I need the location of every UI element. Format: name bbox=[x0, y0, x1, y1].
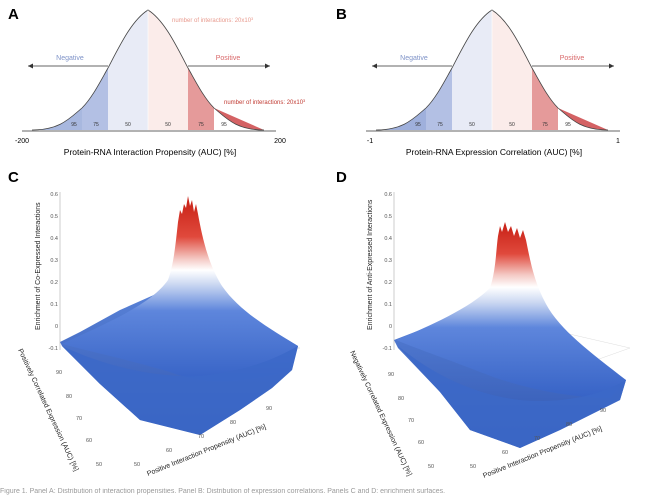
panel-b-letter: B bbox=[336, 6, 347, 23]
panel-d-z-tick: 0.2 bbox=[384, 280, 392, 286]
figure-caption: Figure 1. Panel A: Distribution of inter… bbox=[0, 488, 446, 495]
panel-d-x-tick: 80 bbox=[566, 422, 572, 428]
panel-d-z-tick: 0.3 bbox=[384, 258, 392, 264]
panel-a-axis-min: -200 bbox=[15, 138, 29, 145]
panel-d-x-tick: 50 bbox=[470, 464, 476, 470]
panel-c-x-tick: 90 bbox=[266, 406, 272, 412]
panel-c-z-tick: 0.1 bbox=[50, 302, 58, 308]
panel-d-z-tick: 0 bbox=[389, 324, 392, 330]
panel-a-band-pos95 bbox=[214, 108, 264, 130]
panel-b-band-label: 75 bbox=[437, 122, 443, 128]
panel-a-positive-label: Positive bbox=[216, 55, 241, 62]
panel-a: A Negative Positive number of interactio… bbox=[8, 6, 306, 157]
panel-c-x-tick: 50 bbox=[134, 462, 140, 468]
panel-a-bottom-note: number of interactions: 20x103 bbox=[224, 98, 306, 106]
panel-c-y-tick: 80 bbox=[66, 394, 72, 400]
panel-c-z-tick: 0.6 bbox=[50, 192, 58, 198]
panel-d-ylabel: Negatively Correlated Expression (AUC) [… bbox=[348, 350, 412, 477]
panel-b-band-neg75 bbox=[426, 68, 452, 130]
panel-c-z-tick: 0 bbox=[55, 324, 58, 330]
panel-b-negative-arrowhead bbox=[372, 63, 377, 69]
panel-a-band-label: 95 bbox=[71, 122, 77, 128]
panel-b-band-neg95 bbox=[376, 108, 426, 130]
panel-b-band-pos95 bbox=[558, 108, 608, 130]
panel-a-band-label: 75 bbox=[198, 122, 204, 128]
panel-b-band-label: 50 bbox=[469, 122, 475, 128]
panel-b: B Negative Positive 95 75 50 50 75 95 -1… bbox=[336, 6, 620, 157]
panel-b-axis-min: -1 bbox=[367, 138, 373, 145]
panel-d-x-tick: 70 bbox=[534, 436, 540, 442]
panel-b-band-label: 75 bbox=[542, 122, 548, 128]
panel-c-xlabel: Positive Interaction Propensity (AUC) [%… bbox=[146, 424, 267, 478]
panel-a-positive-arrowhead bbox=[265, 63, 270, 69]
panel-b-band-neg50 bbox=[452, 10, 492, 130]
panel-c-surface-peak bbox=[62, 196, 298, 382]
panel-a-letter: A bbox=[8, 6, 19, 23]
panel-c-x-tick: 70 bbox=[198, 434, 204, 440]
panel-d-surface-peak bbox=[396, 222, 626, 398]
panel-c-z-tick: 0.3 bbox=[50, 258, 58, 264]
panel-c: C 0.6 0.5 0.4 0.3 0.2 0.1 0 -0.1 Enrichm… bbox=[8, 169, 301, 478]
panel-d-y-tick: 50 bbox=[428, 464, 434, 470]
panel-a-band-label: 95 bbox=[221, 122, 227, 128]
panel-d: D 0.6 0.5 0.4 0.3 0.2 0.1 0 -0.1 Enrichm… bbox=[336, 169, 631, 480]
panel-d-zlabel: Enrichment of Anti-Expressed Interaction… bbox=[367, 199, 374, 330]
panel-b-band-label: 95 bbox=[565, 122, 571, 128]
panel-d-x-tick: 60 bbox=[502, 450, 508, 456]
panel-d-surface-front bbox=[398, 346, 626, 448]
panel-b-xlabel: Protein-RNA Expression Correlation (AUC)… bbox=[406, 147, 582, 157]
panel-d-letter: D bbox=[336, 169, 347, 186]
panel-a-negative-label: Negative bbox=[56, 55, 84, 62]
panel-c-z-tick: -0.1 bbox=[49, 346, 58, 352]
panel-c-y-tick: 90 bbox=[56, 370, 62, 376]
panel-c-letter: C bbox=[8, 169, 19, 186]
panel-d-y-tick: 70 bbox=[408, 418, 414, 424]
panel-c-y-tick: 60 bbox=[86, 438, 92, 444]
panel-d-y-tick: 90 bbox=[388, 372, 394, 378]
panel-c-x-tick: 60 bbox=[166, 448, 172, 454]
panel-a-band-neg95 bbox=[32, 108, 82, 130]
panel-a-band-label: 50 bbox=[125, 122, 131, 128]
panel-d-z-tick: 0.1 bbox=[384, 302, 392, 308]
panel-d-y-tick: 80 bbox=[398, 396, 404, 402]
panel-c-z-tick: 0.2 bbox=[50, 280, 58, 286]
panel-b-band-pos50 bbox=[492, 10, 532, 130]
panel-a-band-label: 50 bbox=[165, 122, 171, 128]
panel-c-zlabel: Enrichment of Co-Expressed Interactions bbox=[35, 202, 42, 330]
panel-d-z-tick: 0.5 bbox=[384, 214, 392, 220]
panel-a-band-pos75 bbox=[188, 68, 214, 130]
panel-a-band-label: 75 bbox=[93, 122, 99, 128]
panel-b-negative-label: Negative bbox=[400, 55, 428, 62]
panel-a-band-neg50 bbox=[108, 10, 148, 130]
panel-c-ylabel: Positively Correlated Expression (AUC) [… bbox=[16, 348, 79, 473]
panel-b-positive-arrowhead bbox=[609, 63, 614, 69]
panel-a-top-note: number of interactions: 20x103 bbox=[172, 16, 254, 24]
panel-c-z-tick: 0.5 bbox=[50, 214, 58, 220]
panel-d-z-tick: 0.6 bbox=[384, 192, 392, 198]
panel-c-y-tick: 70 bbox=[76, 416, 82, 422]
panel-a-band-pos50 bbox=[148, 10, 188, 130]
panel-d-z-tick: -0.1 bbox=[383, 346, 392, 352]
panel-a-xlabel: Protein-RNA Interaction Propensity (AUC)… bbox=[64, 147, 236, 157]
panel-b-axis-max: 1 bbox=[616, 138, 620, 145]
panel-a-band-neg75 bbox=[82, 68, 108, 130]
panel-d-y-tick: 60 bbox=[418, 440, 424, 446]
panel-c-z-tick: 0.4 bbox=[50, 236, 58, 242]
panel-b-positive-label: Positive bbox=[560, 55, 585, 62]
panel-c-surface-front bbox=[62, 346, 298, 435]
panel-b-band-pos75 bbox=[532, 68, 558, 130]
panel-b-band-label: 50 bbox=[509, 122, 515, 128]
panel-d-x-tick: 90 bbox=[600, 408, 606, 414]
panel-c-y-tick: 50 bbox=[96, 462, 102, 468]
panel-a-negative-arrowhead bbox=[28, 63, 33, 69]
panel-d-z-tick: 0.4 bbox=[384, 236, 392, 242]
panel-a-axis-max: 200 bbox=[274, 138, 286, 145]
panel-c-x-tick: 80 bbox=[230, 420, 236, 426]
panel-b-band-label: 95 bbox=[415, 122, 421, 128]
